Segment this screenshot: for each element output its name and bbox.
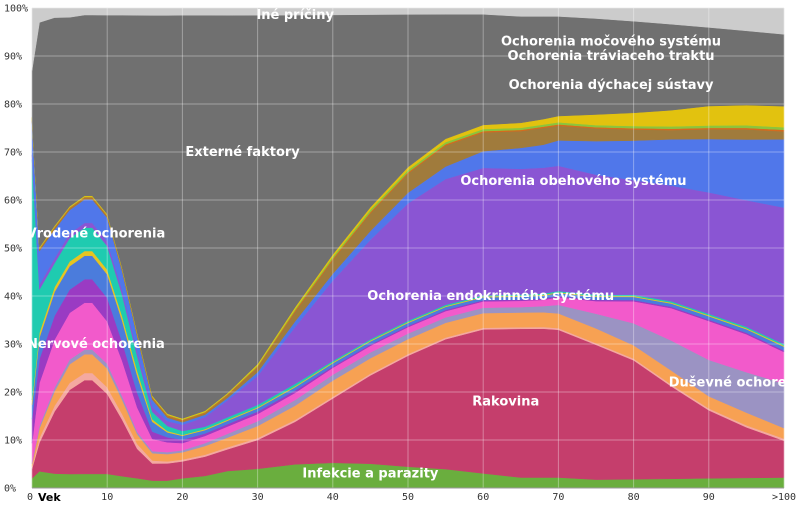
label-nervove-ochorenia: Nervové ochorenia xyxy=(27,337,165,352)
y-tick-label: 100% xyxy=(4,4,28,15)
label-ochorenia-mocoveho-systemu: Ochorenia močového systému xyxy=(501,35,721,50)
x-tick-label: 90 xyxy=(703,492,715,503)
grid-lines xyxy=(31,7,785,489)
y-tick-label: 20% xyxy=(4,388,22,399)
label-rakovina: Rakovina xyxy=(472,395,539,410)
x-tick-label: >100 xyxy=(772,492,796,503)
label-dusevne-ochorenia: Duševné ochorenia xyxy=(669,375,800,390)
y-tick-label: 90% xyxy=(4,52,22,63)
axes: Vek 0 10 20 30 40 50 60 70 80 90 >100 0% 10% 20% 30% 40… xyxy=(4,4,796,505)
label-vrodene-ochorenia: Vrodené ochorenia xyxy=(27,227,166,242)
y-tick-label: 70% xyxy=(4,148,22,159)
x-tick-label: 40 xyxy=(327,492,339,503)
x-tick-label: 0 xyxy=(27,492,33,503)
area-layers xyxy=(31,7,785,489)
label-ochorenia-dychacej-sustavy: Ochorenia dýchacej sústavy xyxy=(509,78,714,93)
y-tick-label: 80% xyxy=(4,100,22,111)
y-tick-label: 30% xyxy=(4,340,22,351)
x-tick-label: 10 xyxy=(101,492,113,503)
x-tick-label: 20 xyxy=(176,492,188,503)
y-tick-label: 0% xyxy=(4,484,16,495)
x-axis-title: Vek xyxy=(38,491,61,504)
y-tick-label: 10% xyxy=(4,436,22,447)
label-infekcie-a-parazity: Infekcie a parazity xyxy=(302,467,439,482)
x-tick-label: 70 xyxy=(552,492,564,503)
label-externe-faktory: Externé faktory xyxy=(185,145,300,160)
y-tick-label: 60% xyxy=(4,196,22,207)
x-tick-label: 60 xyxy=(477,492,489,503)
label-ochorenia-traviaceho-traktu: Ochorenia tráviaceho traktu xyxy=(508,49,715,64)
y-tick-label: 50% xyxy=(4,244,22,255)
label-ine-priciny: Iné príčiny xyxy=(256,8,334,23)
label-ochorenia-endokrinneho-systemu: Ochorenia endokrinného systému xyxy=(367,289,614,304)
label-ochorenia-obehoveho-systemu: Ochorenia obehového systému xyxy=(460,174,686,189)
x-tick-label: 80 xyxy=(628,492,640,503)
x-tick-label: 30 xyxy=(252,492,264,503)
y-tick-label: 40% xyxy=(4,292,22,303)
area-ine-priciny xyxy=(31,7,785,71)
x-tick-label: 50 xyxy=(402,492,414,503)
